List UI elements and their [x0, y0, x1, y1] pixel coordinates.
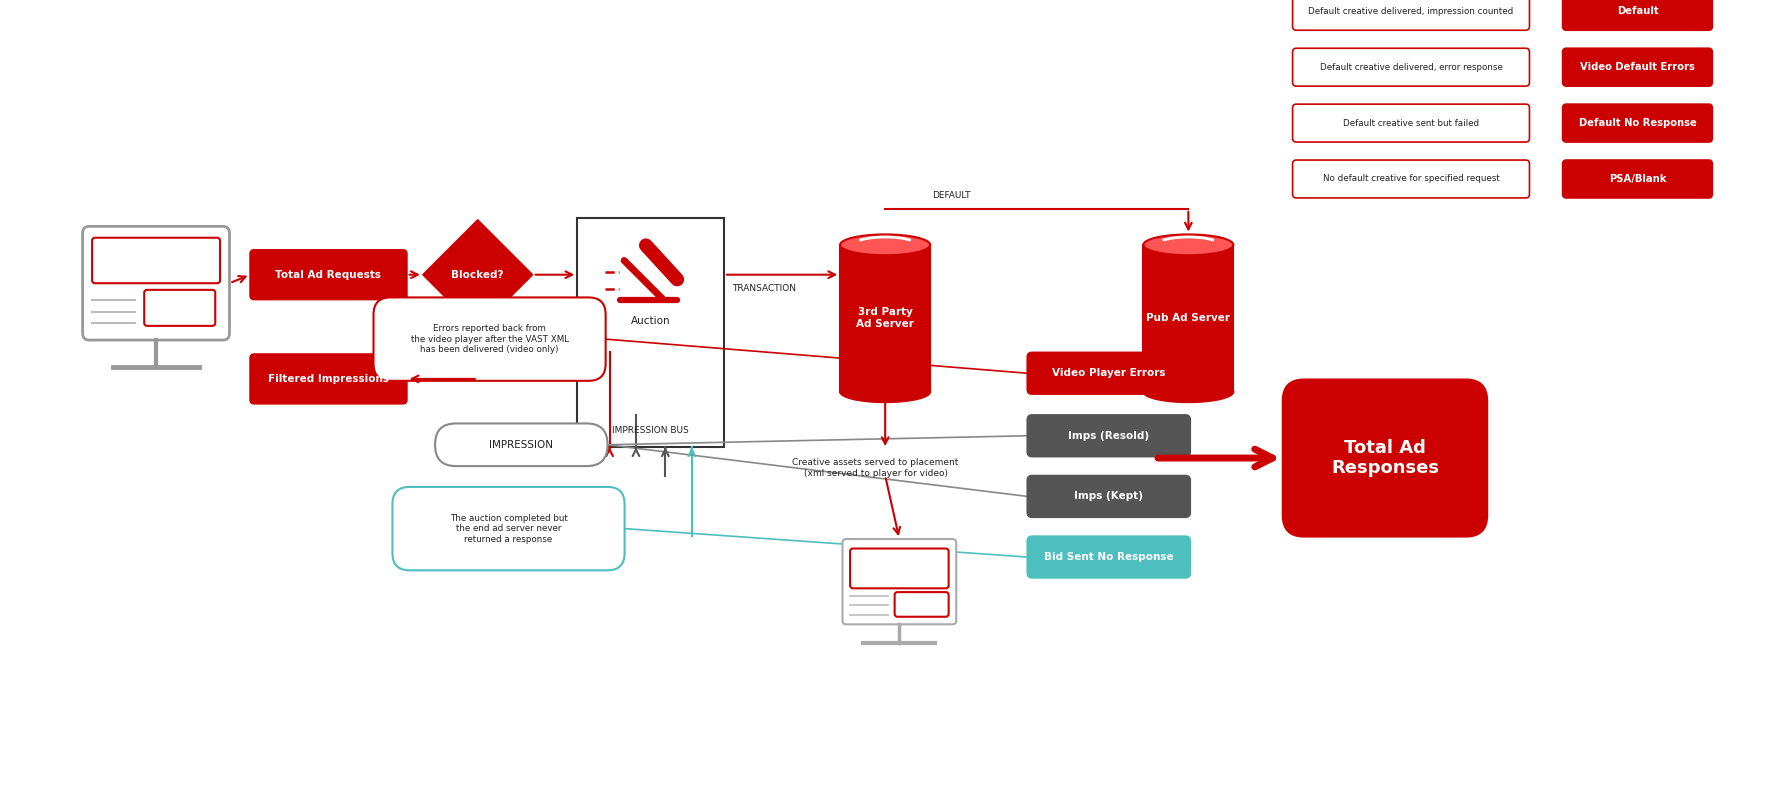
FancyBboxPatch shape	[83, 227, 229, 340]
FancyBboxPatch shape	[1293, 104, 1529, 142]
FancyBboxPatch shape	[1563, 104, 1712, 142]
Ellipse shape	[840, 235, 931, 256]
FancyBboxPatch shape	[851, 549, 948, 588]
Text: Default No Response: Default No Response	[1579, 118, 1696, 128]
FancyBboxPatch shape	[1027, 352, 1190, 394]
FancyBboxPatch shape	[1027, 476, 1190, 517]
Bar	[1144, 245, 1233, 392]
Text: Video Player Errors: Video Player Errors	[1051, 368, 1165, 378]
FancyBboxPatch shape	[435, 424, 607, 466]
Text: PSA/Blank: PSA/Blank	[1609, 174, 1666, 184]
FancyBboxPatch shape	[373, 297, 606, 380]
Text: Auction: Auction	[630, 316, 671, 326]
FancyBboxPatch shape	[92, 238, 220, 284]
Bar	[840, 245, 931, 392]
Bar	[577, 218, 725, 447]
Text: The auction completed but
the end ad server never
returned a response: The auction completed but the end ad ser…	[449, 513, 567, 544]
Text: Imps (Resold): Imps (Resold)	[1067, 431, 1149, 441]
Text: DEFAULT: DEFAULT	[932, 191, 971, 200]
FancyBboxPatch shape	[1293, 48, 1529, 87]
Text: Blocked?: Blocked?	[451, 270, 504, 280]
Ellipse shape	[840, 381, 931, 402]
FancyBboxPatch shape	[1293, 160, 1529, 198]
Text: 3rd Party
Ad Server: 3rd Party Ad Server	[856, 308, 915, 329]
Text: Creative assets served to placement
(xml served to player for video): Creative assets served to placement (xml…	[792, 458, 959, 477]
Text: Video Default Errors: Video Default Errors	[1581, 62, 1694, 72]
Text: Errors reported back from
the video player after the VAST XML
has been delivered: Errors reported back from the video play…	[410, 324, 568, 354]
Text: Default creative delivered, error response: Default creative delivered, error respon…	[1320, 62, 1502, 71]
Text: Total Ad
Responses: Total Ad Responses	[1330, 439, 1439, 477]
Ellipse shape	[1144, 381, 1233, 402]
Text: Default creative sent but failed: Default creative sent but failed	[1343, 119, 1479, 127]
Text: Imps (Kept): Imps (Kept)	[1074, 491, 1144, 501]
Text: Pub Ad Server: Pub Ad Server	[1146, 313, 1231, 324]
Text: Default creative delivered, impression counted: Default creative delivered, impression c…	[1309, 6, 1513, 16]
FancyBboxPatch shape	[1282, 380, 1487, 536]
FancyBboxPatch shape	[250, 250, 407, 300]
Text: Filtered Impressions: Filtered Impressions	[268, 374, 389, 384]
Text: IMPRESSION BUS: IMPRESSION BUS	[613, 425, 689, 435]
FancyBboxPatch shape	[1563, 0, 1712, 30]
Text: No default creative for specified request: No default creative for specified reques…	[1323, 175, 1499, 183]
Text: Bid Sent No Response: Bid Sent No Response	[1044, 552, 1174, 562]
FancyBboxPatch shape	[250, 354, 407, 404]
FancyBboxPatch shape	[392, 487, 625, 570]
Polygon shape	[423, 219, 533, 330]
Text: Total Ad Requests: Total Ad Requests	[275, 270, 382, 280]
FancyBboxPatch shape	[1563, 160, 1712, 198]
Ellipse shape	[1144, 235, 1233, 256]
FancyBboxPatch shape	[895, 592, 948, 617]
Text: IMPRESSION: IMPRESSION	[490, 440, 554, 450]
FancyBboxPatch shape	[1027, 536, 1190, 578]
Text: Default: Default	[1616, 6, 1659, 16]
FancyBboxPatch shape	[1027, 415, 1190, 457]
FancyBboxPatch shape	[144, 290, 215, 326]
FancyBboxPatch shape	[842, 539, 955, 624]
FancyBboxPatch shape	[1293, 0, 1529, 30]
FancyBboxPatch shape	[1563, 48, 1712, 87]
Text: TRANSACTION: TRANSACTION	[732, 284, 796, 293]
